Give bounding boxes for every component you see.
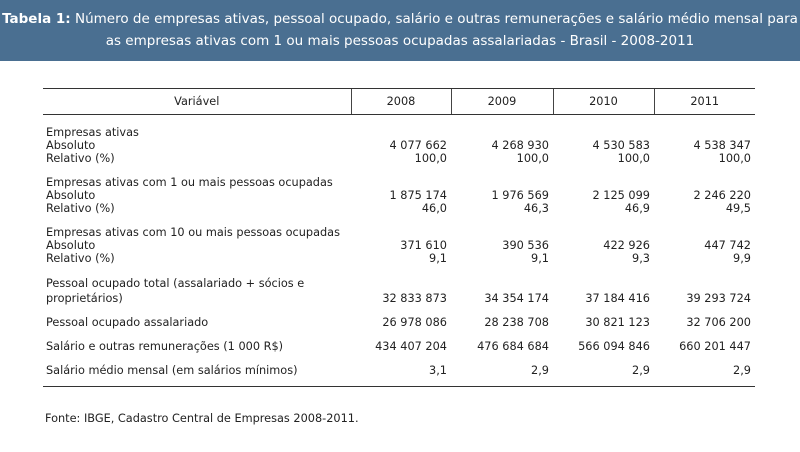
cell-value: 434 407 204 bbox=[375, 340, 447, 353]
cell-value: 2,9 bbox=[531, 364, 549, 377]
row-label: Salário médio mensal (em salários mínimo… bbox=[46, 364, 298, 377]
data-table: Variável 2008 2009 2010 2011 Empresas at… bbox=[43, 88, 755, 387]
row-salario-medio-mensal: Salário médio mensal (em salários mínimo… bbox=[43, 354, 755, 387]
cell-value: 4 538 347 bbox=[693, 139, 752, 152]
group-empresas-10-ou-mais: Empresas ativas com 10 ou mais pessoas o… bbox=[43, 215, 755, 265]
group-title: Empresas ativas bbox=[46, 126, 139, 139]
cell-value: 100,0 bbox=[617, 152, 650, 165]
group-title: Empresas ativas com 1 ou mais pessoas oc… bbox=[46, 176, 333, 189]
header-row: Variável 2008 2009 2010 2011 bbox=[43, 88, 755, 115]
cell-value: 3,1 bbox=[429, 364, 447, 377]
cell-value: 46,3 bbox=[523, 202, 549, 215]
cell-value: 4 268 930 bbox=[491, 139, 550, 152]
cell-value: 26 978 086 bbox=[382, 316, 447, 329]
header-2009: 2009 bbox=[450, 88, 553, 115]
cell-value: 4 077 662 bbox=[389, 139, 448, 152]
cell-value: 37 184 416 bbox=[585, 292, 650, 305]
cell-value: 34 354 174 bbox=[484, 292, 549, 305]
cell-value: 46,9 bbox=[624, 202, 650, 215]
row-label-absoluto: Absoluto bbox=[46, 139, 96, 152]
row-salario-remuneracoes: Salário e outras remunerações (1 000 R$)… bbox=[43, 330, 755, 354]
cell-value: 660 201 447 bbox=[679, 340, 751, 353]
cell-value: 2 246 220 bbox=[693, 189, 752, 202]
cell-value: 371 610 bbox=[400, 239, 447, 252]
source-note: Fonte: IBGE, Cadastro Central de Empresa… bbox=[45, 412, 359, 425]
group-empresas-1-ou-mais: Empresas ativas com 1 ou mais pessoas oc… bbox=[43, 165, 755, 215]
header-2008: 2008 bbox=[350, 88, 451, 115]
caption-label: Tabela 1: bbox=[2, 11, 71, 27]
row-label-relativo: Relativo (%) bbox=[46, 252, 115, 265]
cell-value: 2 125 099 bbox=[592, 189, 651, 202]
row-label-line1: Pessoal ocupado total (assalariado + sóc… bbox=[46, 277, 305, 290]
row-label: Pessoal ocupado assalariado bbox=[46, 316, 209, 329]
cell-value: 422 926 bbox=[603, 239, 650, 252]
cell-value: 32 706 200 bbox=[686, 316, 751, 329]
cell-value: 100,0 bbox=[516, 152, 549, 165]
header-2011: 2011 bbox=[653, 88, 755, 115]
header-2010: 2010 bbox=[552, 88, 654, 115]
cell-value: 9,9 bbox=[733, 252, 751, 265]
cell-value: 1 875 174 bbox=[389, 189, 448, 202]
cell-value: 566 094 846 bbox=[578, 340, 650, 353]
cell-value: 9,3 bbox=[632, 252, 650, 265]
cell-value: 476 684 684 bbox=[477, 340, 549, 353]
row-label-relativo: Relativo (%) bbox=[46, 152, 115, 165]
cell-value: 30 821 123 bbox=[585, 316, 650, 329]
cell-value: 100,0 bbox=[718, 152, 751, 165]
group-empresas-ativas: Empresas ativas Absoluto Relativo (%) 4 … bbox=[43, 115, 755, 165]
caption-text: Número de empresas ativas, pessoal ocupa… bbox=[70, 11, 798, 49]
row-label-line2: proprietários) bbox=[46, 292, 123, 305]
cell-value: 447 742 bbox=[704, 239, 751, 252]
cell-value: 46,0 bbox=[421, 202, 447, 215]
cell-value: 2,9 bbox=[733, 364, 751, 377]
row-label-absoluto: Absoluto bbox=[46, 189, 96, 202]
cell-value: 4 530 583 bbox=[592, 139, 651, 152]
cell-value: 2,9 bbox=[632, 364, 650, 377]
cell-value: 100,0 bbox=[414, 152, 447, 165]
row-label: Salário e outras remunerações (1 000 R$) bbox=[46, 340, 284, 353]
cell-value: 390 536 bbox=[502, 239, 549, 252]
header-variavel: Variável bbox=[43, 88, 351, 115]
cell-value: 9,1 bbox=[429, 252, 447, 265]
cell-value: 28 238 708 bbox=[484, 316, 549, 329]
row-label-relativo: Relativo (%) bbox=[46, 202, 115, 215]
row-pessoal-ocupado-total: Pessoal ocupado total (assalariado + sóc… bbox=[43, 265, 755, 306]
cell-value: 39 293 724 bbox=[686, 292, 751, 305]
group-title: Empresas ativas com 10 ou mais pessoas o… bbox=[46, 226, 340, 239]
row-pessoal-ocupado-assalariado: Pessoal ocupado assalariado 26 978 086 2… bbox=[43, 306, 755, 330]
cell-value: 9,1 bbox=[531, 252, 549, 265]
cell-value: 32 833 873 bbox=[382, 292, 447, 305]
row-label-absoluto: Absoluto bbox=[46, 239, 96, 252]
table-caption-banner: Tabela 1: Número de empresas ativas, pes… bbox=[0, 0, 800, 61]
cell-value: 1 976 569 bbox=[491, 189, 550, 202]
cell-value: 49,5 bbox=[725, 202, 751, 215]
